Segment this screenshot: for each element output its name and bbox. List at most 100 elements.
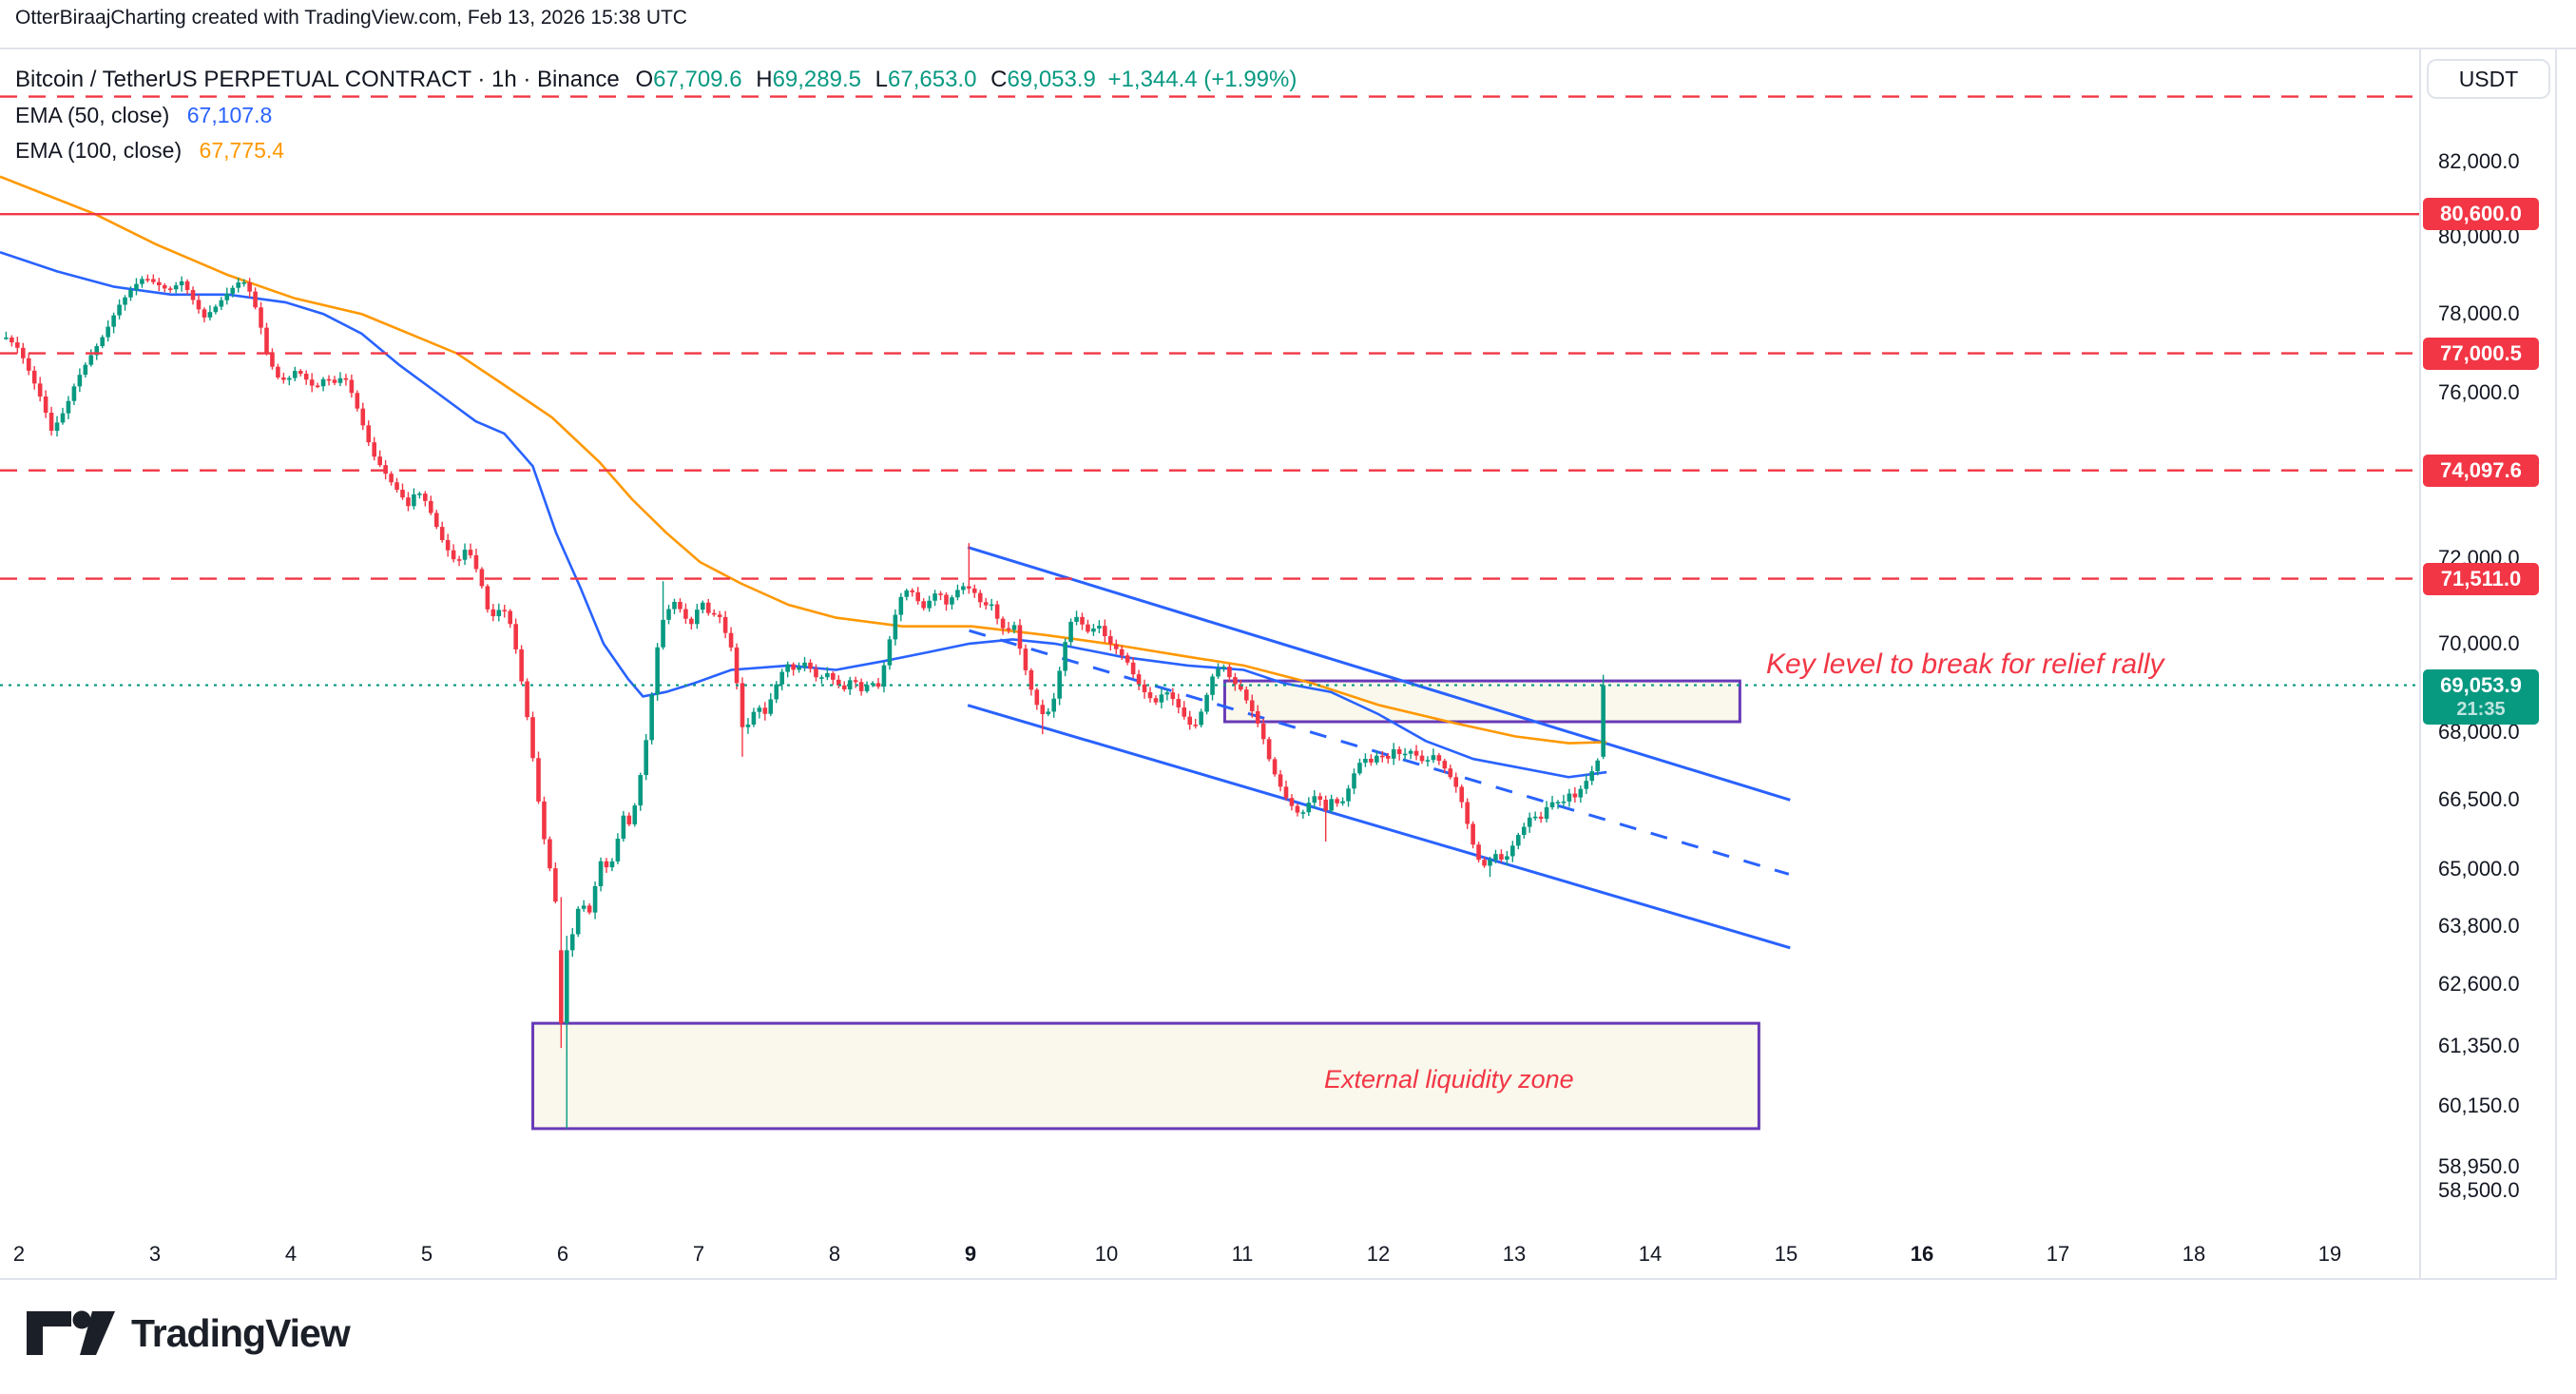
candle-body [287, 378, 292, 380]
candle-body [406, 497, 411, 507]
candle [1074, 610, 1079, 626]
candle-body [496, 610, 502, 617]
candle [887, 635, 893, 670]
candle [253, 287, 258, 310]
price-axis-label: 66,500.0 [2438, 787, 2520, 812]
candle-body [1436, 755, 1442, 762]
candle-body [298, 371, 303, 374]
parallel-channel[interactable] [967, 546, 1791, 950]
candle [377, 450, 382, 468]
candle [1278, 769, 1283, 792]
candle-body [343, 378, 349, 380]
candle-body [1125, 655, 1130, 663]
candle-body [377, 456, 382, 466]
candle-body [797, 667, 801, 670]
indicator-ema50[interactable]: EMA (50, close) 67,107.8 [15, 103, 1297, 128]
candle [1601, 674, 1605, 760]
indicator-ema100[interactable]: EMA (100, close) 67,775.4 [15, 138, 1297, 164]
liquidity-zone-annotation[interactable]: External liquidity zone [1324, 1065, 1574, 1094]
candle-body [700, 602, 705, 610]
candle [389, 471, 394, 486]
candle-body [841, 685, 847, 689]
candle-body [451, 550, 456, 560]
candle-body [967, 586, 971, 589]
attribution-text: OtterBiraajCharting created with Trading… [15, 7, 687, 29]
time-axis-label: 3 [148, 1242, 162, 1266]
key-level-annotation[interactable]: Key level to break for relief rally [1766, 649, 2164, 680]
time-axis-label: 17 [2046, 1242, 2070, 1266]
price-axis-label: 58,500.0 [2438, 1177, 2520, 1202]
candle [1549, 795, 1555, 810]
candle-body [569, 934, 575, 951]
candle-body [1346, 788, 1351, 802]
candle-body [60, 413, 66, 423]
candle [1346, 784, 1351, 807]
candle [575, 906, 581, 938]
candle-body [689, 618, 694, 625]
candle-body [326, 378, 332, 381]
candle-body [253, 291, 258, 308]
ema50-line[interactable] [0, 250, 1607, 779]
candle-body [938, 593, 943, 595]
price-axis-label: 76,000.0 [2438, 380, 2520, 405]
candle [898, 592, 904, 622]
change-value: +1,344.4 (+1.99%) [1107, 67, 1298, 92]
symbol-title[interactable]: Bitcoin / TetherUS PERPETUAL CONTRACT · … [15, 67, 1297, 93]
currency-button[interactable]: USDT [2427, 59, 2550, 99]
candle-body [1584, 781, 1589, 789]
price-scale[interactable]: USDT 82,000.0 80,000.0 78,000.0 76,000.0 72,… [2419, 48, 2576, 1279]
time-axis-label: 14 [1638, 1242, 1663, 1266]
candle-body [564, 950, 569, 1024]
candle [1266, 736, 1272, 762]
candle-body [1453, 777, 1459, 787]
price-axis-label: 60,150.0 [2438, 1093, 2520, 1117]
channel-lower-line[interactable] [967, 704, 1791, 950]
candle [1034, 687, 1040, 710]
candle-body [655, 647, 660, 695]
candle [320, 377, 326, 392]
candle-body [1136, 674, 1142, 685]
time-scale[interactable]: 2 3 4 5 6 7 8 9 10 11 12 13 14 15 16 17 18 19 [0, 1236, 2419, 1279]
candle-body [1176, 699, 1182, 708]
candle-body [1193, 725, 1198, 726]
candle-body [1555, 802, 1561, 803]
candle-body [1153, 698, 1159, 703]
candle-body [1488, 860, 1492, 866]
candle-body [1312, 796, 1317, 803]
candle-body [1357, 763, 1362, 774]
candle [1091, 624, 1096, 636]
candle [1283, 780, 1289, 802]
candle [1391, 743, 1396, 765]
candle-body [1402, 753, 1408, 756]
candle [1249, 694, 1255, 718]
candle-body [26, 358, 31, 371]
tradingview-logo[interactable]: TradingView [27, 1310, 351, 1356]
ema100-line[interactable] [0, 175, 1607, 745]
candle-body [372, 442, 377, 457]
candle-body [1595, 760, 1601, 772]
candle [259, 301, 263, 335]
channel-upper-line[interactable] [967, 546, 1791, 802]
candle-body [1493, 854, 1498, 861]
candle-body [808, 662, 813, 669]
external-liquidity-zone[interactable] [531, 1021, 1760, 1131]
candle [502, 604, 508, 618]
candle [1300, 809, 1306, 819]
candle-body [983, 602, 989, 606]
candle-body [1107, 636, 1113, 645]
time-axis-label: 5 [420, 1242, 433, 1266]
candle-body [1000, 618, 1006, 629]
candle [893, 610, 898, 646]
candle [661, 581, 665, 650]
candle-body [1340, 801, 1345, 803]
candle-body [586, 905, 592, 913]
time-scale-border [0, 1278, 2557, 1280]
channel-midline[interactable] [969, 629, 1790, 876]
candle [921, 598, 926, 611]
candle-body [1482, 860, 1487, 866]
candle-body [117, 304, 122, 316]
candle [1103, 619, 1107, 643]
candle [1413, 745, 1419, 761]
candle-body [757, 707, 762, 712]
